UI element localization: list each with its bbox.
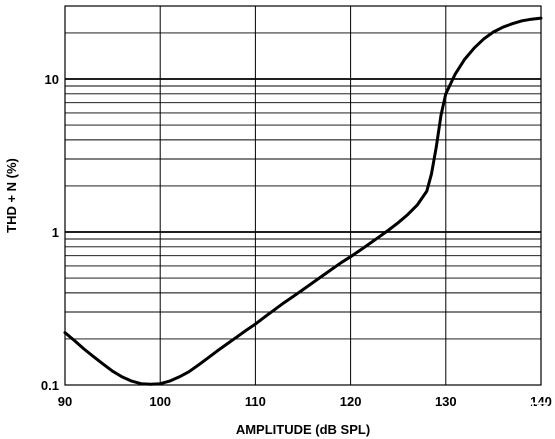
watermark-text: 音频应用	[466, 400, 550, 424]
x-tick-label: 130	[435, 394, 457, 409]
x-axis-title: AMPLITUDE (dB SPL)	[236, 422, 370, 437]
y-tick-label: 10	[45, 72, 59, 87]
x-tick-label: 140	[530, 394, 552, 409]
series-line-thd	[63, 16, 543, 386]
plot-frame	[64, 5, 542, 386]
y-tick-labels: 0.1 1 10	[41, 72, 59, 393]
y-tick-label: 1	[52, 225, 59, 240]
x-tick-label: 90	[58, 394, 72, 409]
x-tick-labels: 90 100 110 120 130 140	[58, 394, 552, 409]
x-tick-label: 100	[149, 394, 171, 409]
y-axis-title: THD + N (%)	[4, 158, 19, 233]
y-tick-label: 0.1	[41, 378, 59, 393]
x-tick-label: 120	[340, 394, 362, 409]
x-tick-label: 110	[245, 394, 266, 409]
grid	[65, 6, 541, 385]
